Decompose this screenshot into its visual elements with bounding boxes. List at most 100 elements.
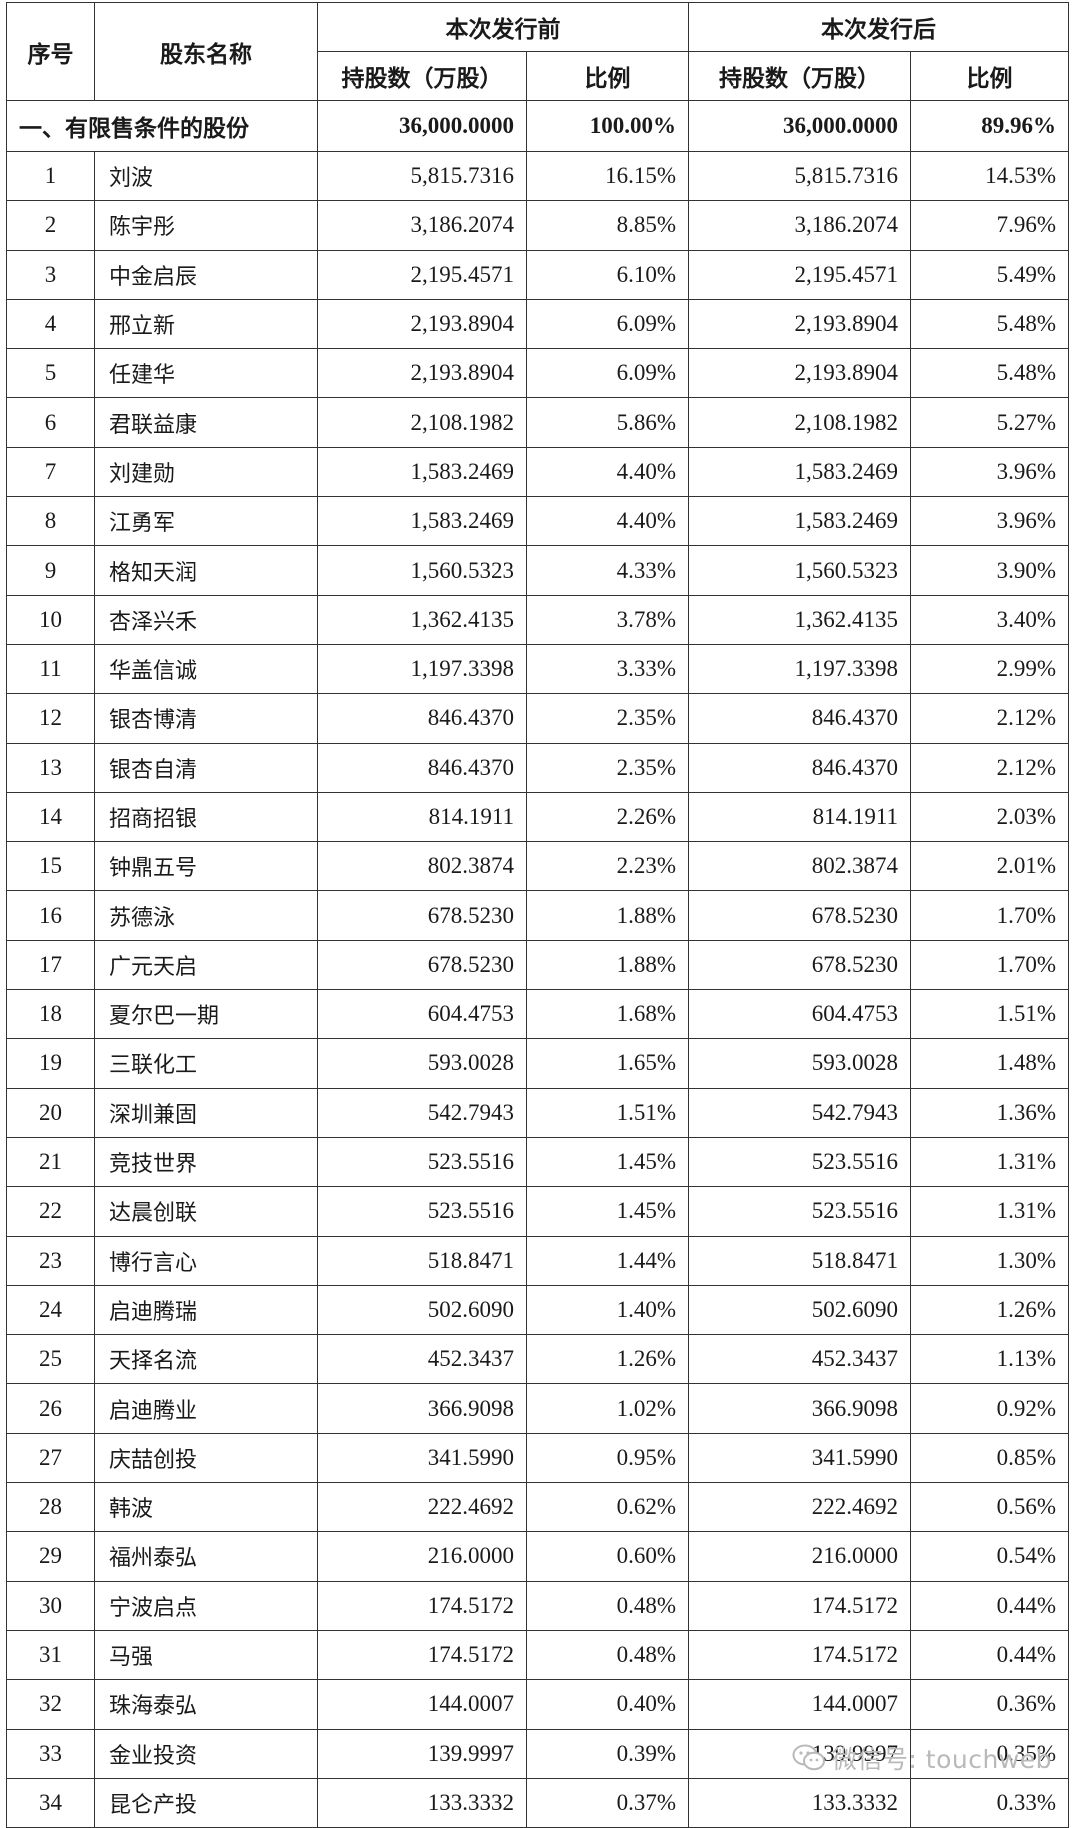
cell-shares-before: 133.3332 <box>317 1777 527 1828</box>
cell-ratio-after: 2.12% <box>910 742 1069 793</box>
cell-name: 三联化工 <box>94 1038 318 1089</box>
cell-ratio-before: 1.02% <box>526 1383 689 1434</box>
cell-ratio-after: 0.44% <box>910 1580 1069 1631</box>
cell-ratio-before: 4.33% <box>526 545 689 596</box>
cell-ratio-before: 1.44% <box>526 1235 689 1286</box>
cell-ratio-after: 2.01% <box>910 841 1069 892</box>
cell-ratio-after: 0.33% <box>910 1777 1069 1828</box>
cell-name: 启迪腾业 <box>94 1383 318 1434</box>
cell-shares-after: 133.3332 <box>688 1777 911 1828</box>
cell-ratio-after: 3.96% <box>910 446 1069 498</box>
cell-ratio-before: 8.85% <box>526 200 689 251</box>
cell-name: 陈宇彤 <box>94 200 318 251</box>
table-row: 12 银杏博清 846.4370 2.35% 846.4370 2.12% <box>6 693 1069 744</box>
cell-shares-after: 3,186.2074 <box>688 200 911 251</box>
cell-shares-after: 502.6090 <box>688 1284 911 1336</box>
cell-shares-before: 678.5230 <box>317 890 527 941</box>
cell-seq: 27 <box>6 1432 95 1484</box>
cell-seq: 11 <box>6 643 95 695</box>
cell-shares-after: 1,583.2469 <box>688 446 911 498</box>
cell-seq: 13 <box>6 742 95 793</box>
cell-ratio-after: 0.56% <box>910 1482 1069 1533</box>
cell-ratio-after: 1.31% <box>910 1136 1069 1188</box>
cell-seq: 6 <box>6 397 95 448</box>
cell-shares-before: 802.3874 <box>317 841 527 892</box>
shareholder-table: 序号 股东名称 本次发行前 本次发行后 持股数（万股） 比例 持股数（万股） 比… <box>6 2 1069 1828</box>
cell-ratio-before: 1.26% <box>526 1334 689 1385</box>
cell-shares-after: 1,197.3398 <box>688 643 911 695</box>
table-row: 34 昆仑产投 133.3332 0.37% 133.3332 0.33% <box>6 1777 1069 1828</box>
cell-shares-before: 341.5990 <box>317 1432 527 1484</box>
cell-ratio-after: 1.31% <box>910 1186 1069 1237</box>
table-row: 13 银杏自清 846.4370 2.35% 846.4370 2.12% <box>6 742 1069 793</box>
header-seq: 序号 <box>6 2 95 101</box>
cell-ratio-after: 5.49% <box>910 249 1069 300</box>
table-row: 20 深圳兼固 542.7943 1.51% 542.7943 1.36% <box>6 1087 1069 1138</box>
cell-shares-before: 1,583.2469 <box>317 496 527 547</box>
table-row: 3 中金启辰 2,195.4571 6.10% 2,195.4571 5.49% <box>6 249 1069 300</box>
table-row: 7 刘建勋 1,583.2469 4.40% 1,583.2469 3.96% <box>6 446 1069 498</box>
cell-shares-after: 174.5172 <box>688 1629 911 1681</box>
cell-shares-before: 846.4370 <box>317 742 527 793</box>
cell-ratio-before: 0.95% <box>526 1432 689 1484</box>
cell-name: 博行言心 <box>94 1235 318 1286</box>
cell-shares-before: 2,193.8904 <box>317 348 527 399</box>
cell-ratio-before: 1.40% <box>526 1284 689 1336</box>
header-after: 本次发行后 <box>688 2 1069 52</box>
cell-name: 达晨创联 <box>94 1186 318 1237</box>
cell-shares-after: 814.1911 <box>688 791 911 843</box>
cell-seq: 30 <box>6 1580 95 1631</box>
cell-ratio-after: 0.85% <box>910 1432 1069 1484</box>
cell-ratio-before: 1.65% <box>526 1038 689 1089</box>
cell-ratio-after: 1.36% <box>910 1087 1069 1138</box>
table-row: 1 刘波 5,815.7316 16.15% 5,815.7316 14.53% <box>6 150 1069 202</box>
cell-seq: 1 <box>6 150 95 202</box>
cell-shares-before: 814.1911 <box>317 791 527 843</box>
cell-shares-after: 1,560.5323 <box>688 545 911 596</box>
table-row: 27 庆喆创投 341.5990 0.95% 341.5990 0.85% <box>6 1432 1069 1484</box>
cell-shares-before: 678.5230 <box>317 939 527 991</box>
subtotal-shares-after: 36,000.0000 <box>688 100 911 152</box>
cell-shares-after: 2,108.1982 <box>688 397 911 448</box>
cell-ratio-before: 6.09% <box>526 348 689 399</box>
cell-name: 任建华 <box>94 348 318 399</box>
subtotal-ratio-after: 89.96% <box>910 100 1069 152</box>
cell-ratio-before: 5.86% <box>526 397 689 448</box>
cell-shares-after: 1,583.2469 <box>688 496 911 547</box>
cell-name: 启迪腾瑞 <box>94 1284 318 1336</box>
table-row: 26 启迪腾业 366.9098 1.02% 366.9098 0.92% <box>6 1383 1069 1434</box>
cell-name: 苏德泳 <box>94 890 318 941</box>
table-row: 16 苏德泳 678.5230 1.88% 678.5230 1.70% <box>6 890 1069 941</box>
cell-seq: 15 <box>6 841 95 892</box>
cell-shares-before: 604.4753 <box>317 989 527 1040</box>
table-row: 29 福州泰弘 216.0000 0.60% 216.0000 0.54% <box>6 1531 1069 1582</box>
cell-shares-before: 139.9997 <box>317 1728 527 1779</box>
header-ratio-after: 比例 <box>910 51 1069 101</box>
cell-ratio-after: 1.48% <box>910 1038 1069 1089</box>
cell-name: 华盖信诚 <box>94 643 318 695</box>
cell-ratio-before: 0.37% <box>526 1777 689 1828</box>
cell-seq: 25 <box>6 1334 95 1385</box>
table-row: 11 华盖信诚 1,197.3398 3.33% 1,197.3398 2.99% <box>6 643 1069 695</box>
cell-name: 中金启辰 <box>94 249 318 300</box>
cell-ratio-before: 1.45% <box>526 1136 689 1188</box>
cell-shares-before: 216.0000 <box>317 1531 527 1582</box>
cell-seq: 10 <box>6 594 95 645</box>
cell-seq: 2 <box>6 200 95 251</box>
table-row: 6 君联益康 2,108.1982 5.86% 2,108.1982 5.27% <box>6 397 1069 448</box>
cell-ratio-before: 1.45% <box>526 1186 689 1237</box>
cell-shares-after: 366.9098 <box>688 1383 911 1434</box>
cell-ratio-after: 2.12% <box>910 693 1069 744</box>
cell-ratio-before: 2.35% <box>526 742 689 793</box>
watermark: 微信号: touchweb <box>792 1740 1052 1776</box>
cell-shares-before: 174.5172 <box>317 1580 527 1631</box>
cell-seq: 8 <box>6 496 95 547</box>
table-row: 21 竞技世界 523.5516 1.45% 523.5516 1.31% <box>6 1136 1069 1188</box>
cell-ratio-before: 16.15% <box>526 150 689 202</box>
cell-ratio-before: 1.51% <box>526 1087 689 1138</box>
cell-ratio-before: 2.26% <box>526 791 689 843</box>
cell-seq: 20 <box>6 1087 95 1138</box>
cell-name: 马强 <box>94 1629 318 1681</box>
cell-name: 广元天启 <box>94 939 318 991</box>
cell-ratio-after: 1.51% <box>910 989 1069 1040</box>
